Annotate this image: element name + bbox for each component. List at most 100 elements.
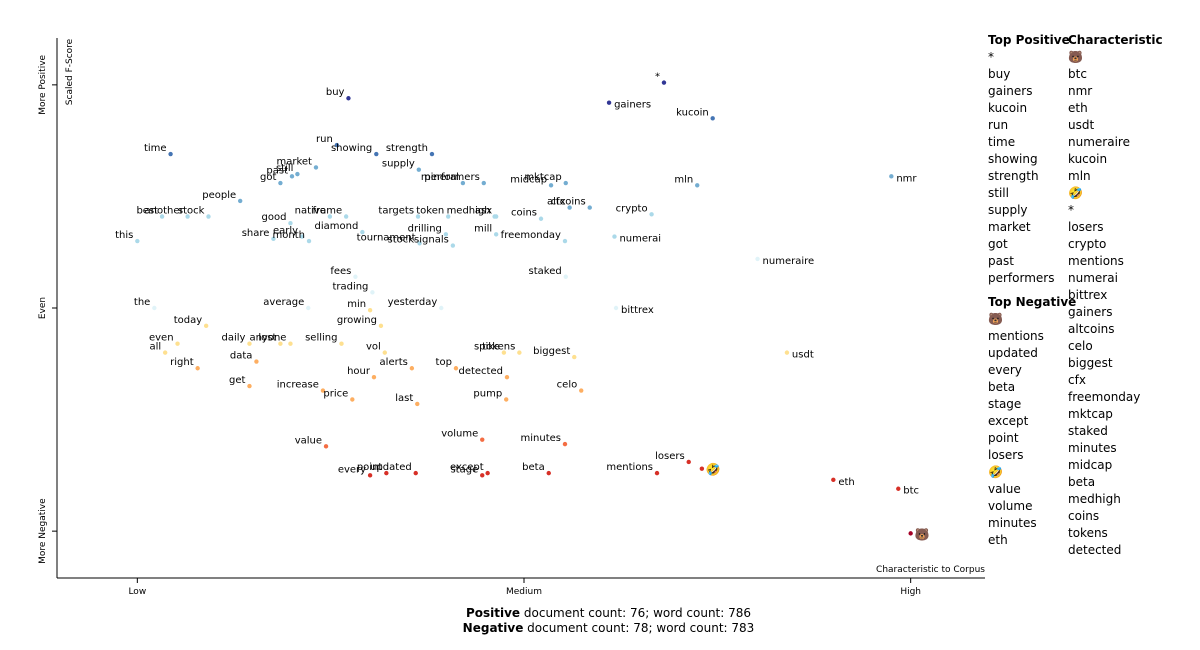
term-label[interactable]: stage: [450, 464, 478, 475]
point[interactable]: [237, 198, 243, 204]
term-label[interactable]: last: [395, 393, 413, 404]
point[interactable]: [203, 323, 209, 329]
term-label[interactable]: spike: [474, 342, 500, 353]
point[interactable]: [254, 359, 259, 364]
list-item[interactable]: got: [988, 237, 1008, 251]
point[interactable]: [613, 305, 619, 311]
point[interactable]: [306, 305, 311, 311]
point[interactable]: [374, 151, 379, 157]
term-label[interactable]: pump: [473, 388, 502, 399]
term-label[interactable]: early: [273, 226, 298, 237]
point[interactable]: [889, 174, 894, 179]
point[interactable]: [695, 183, 700, 188]
term-label[interactable]: mineral: [421, 172, 459, 183]
term-label[interactable]: buy: [326, 87, 345, 98]
list-item[interactable]: 🤣: [988, 465, 1003, 479]
term-label[interactable]: point: [357, 462, 383, 473]
term-label[interactable]: past: [266, 165, 288, 176]
list-item[interactable]: altcoins: [1068, 322, 1115, 336]
term-label[interactable]: strength: [386, 143, 428, 154]
term-label[interactable]: time: [144, 143, 167, 154]
point[interactable]: [370, 290, 375, 295]
list-item[interactable]: detected: [1068, 543, 1122, 557]
term-label[interactable]: minutes: [521, 433, 561, 444]
list-item[interactable]: usdt: [1068, 118, 1095, 132]
point[interactable]: [278, 180, 283, 186]
term-label[interactable]: mentions: [606, 462, 653, 473]
list-item[interactable]: market: [988, 220, 1031, 234]
term-label[interactable]: growing: [337, 315, 377, 326]
point[interactable]: [450, 243, 456, 248]
term-label[interactable]: kucoin: [676, 107, 709, 118]
term-label[interactable]: nmr: [896, 173, 917, 184]
point[interactable]: [831, 477, 836, 483]
term-label[interactable]: value: [295, 435, 322, 446]
point[interactable]: [323, 444, 329, 449]
term-label[interactable]: average: [263, 297, 304, 308]
point[interactable]: [306, 238, 312, 244]
term-label[interactable]: vol: [366, 342, 381, 353]
point[interactable]: [563, 274, 568, 279]
point[interactable]: [360, 229, 365, 235]
list-item[interactable]: midcap: [1068, 458, 1113, 472]
point[interactable]: [562, 441, 568, 447]
point[interactable]: [343, 214, 349, 219]
list-item[interactable]: mentions: [1068, 254, 1124, 268]
term-label[interactable]: data: [230, 351, 253, 362]
term-label[interactable]: daily: [222, 333, 246, 344]
list-item[interactable]: bittrex: [1068, 288, 1108, 302]
term-label[interactable]: diamond: [315, 221, 359, 232]
term-label[interactable]: people: [202, 190, 236, 201]
term-label[interactable]: supply: [382, 159, 415, 170]
list-item[interactable]: updated: [988, 346, 1038, 360]
point[interactable]: [481, 180, 486, 186]
term-label[interactable]: crypto: [616, 203, 648, 214]
point[interactable]: [439, 305, 444, 311]
point[interactable]: [367, 473, 373, 478]
list-item[interactable]: gainers: [988, 84, 1033, 98]
list-item[interactable]: nmr: [1068, 84, 1093, 98]
list-item[interactable]: showing: [988, 152, 1038, 166]
term-label[interactable]: yesterday: [388, 297, 438, 308]
term-label[interactable]: best: [136, 206, 158, 217]
list-item[interactable]: still: [988, 186, 1009, 200]
list-item[interactable]: *: [1068, 203, 1074, 217]
point[interactable]: [699, 466, 705, 471]
list-item[interactable]: biggest: [1068, 356, 1113, 370]
list-item[interactable]: except: [988, 414, 1029, 428]
term-label[interactable]: 🤣: [705, 463, 721, 478]
term-label[interactable]: altcoins: [547, 197, 586, 208]
term-label[interactable]: alerts: [380, 357, 408, 368]
point[interactable]: [327, 214, 333, 219]
term-label[interactable]: tournament: [357, 232, 416, 243]
list-item[interactable]: mentions: [988, 329, 1044, 343]
point[interactable]: [612, 234, 617, 239]
point[interactable]: [152, 305, 157, 311]
point[interactable]: [339, 341, 344, 346]
point[interactable]: [446, 214, 451, 219]
point[interactable]: [367, 308, 373, 313]
list-item[interactable]: tokens: [1068, 526, 1108, 540]
term-label[interactable]: the: [134, 297, 150, 308]
point[interactable]: [480, 437, 485, 442]
term-label[interactable]: every: [338, 464, 366, 475]
point[interactable]: [908, 531, 913, 536]
term-label[interactable]: stock: [178, 206, 205, 217]
term-label[interactable]: another: [144, 206, 184, 217]
term-label[interactable]: usdt: [792, 350, 814, 361]
term-label[interactable]: updated: [370, 462, 412, 473]
list-item[interactable]: volume: [988, 499, 1033, 513]
list-item[interactable]: beta: [988, 380, 1016, 394]
list-item[interactable]: crypto: [1068, 237, 1107, 251]
point[interactable]: [206, 214, 211, 219]
list-item[interactable]: eth: [1068, 101, 1088, 115]
list-item[interactable]: strength: [988, 169, 1039, 183]
point[interactable]: [572, 354, 577, 360]
term-label[interactable]: min: [347, 299, 366, 310]
term-label[interactable]: celo: [557, 380, 578, 391]
list-item[interactable]: supply: [988, 203, 1028, 217]
point[interactable]: [606, 100, 612, 105]
list-item[interactable]: coins: [1068, 509, 1100, 523]
term-label[interactable]: asx: [475, 206, 492, 217]
term-label[interactable]: volume: [441, 429, 478, 440]
